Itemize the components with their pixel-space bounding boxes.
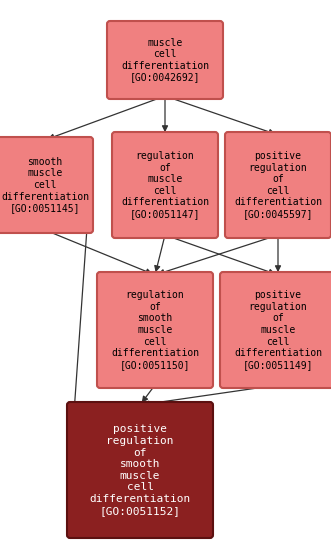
Text: positive
regulation
of
muscle
cell
differentiation
[GO:0051149]: positive regulation of muscle cell diffe… xyxy=(234,290,322,370)
FancyBboxPatch shape xyxy=(97,272,213,388)
FancyBboxPatch shape xyxy=(67,402,213,538)
FancyBboxPatch shape xyxy=(107,21,223,99)
FancyBboxPatch shape xyxy=(112,132,218,238)
Text: regulation
of
smooth
muscle
cell
differentiation
[GO:0051150]: regulation of smooth muscle cell differe… xyxy=(111,290,199,370)
Text: smooth
muscle
cell
differentiation
[GO:0051145]: smooth muscle cell differentiation [GO:0… xyxy=(1,157,89,213)
FancyBboxPatch shape xyxy=(0,137,93,233)
Text: regulation
of
muscle
cell
differentiation
[GO:0051147]: regulation of muscle cell differentiatio… xyxy=(121,151,209,219)
Text: muscle
cell
differentiation
[GO:0042692]: muscle cell differentiation [GO:0042692] xyxy=(121,38,209,82)
FancyBboxPatch shape xyxy=(220,272,331,388)
Text: positive
regulation
of
cell
differentiation
[GO:0045597]: positive regulation of cell differentiat… xyxy=(234,151,322,219)
FancyBboxPatch shape xyxy=(225,132,331,238)
Text: positive
regulation
of
smooth
muscle
cell
differentiation
[GO:0051152]: positive regulation of smooth muscle cel… xyxy=(89,424,191,516)
